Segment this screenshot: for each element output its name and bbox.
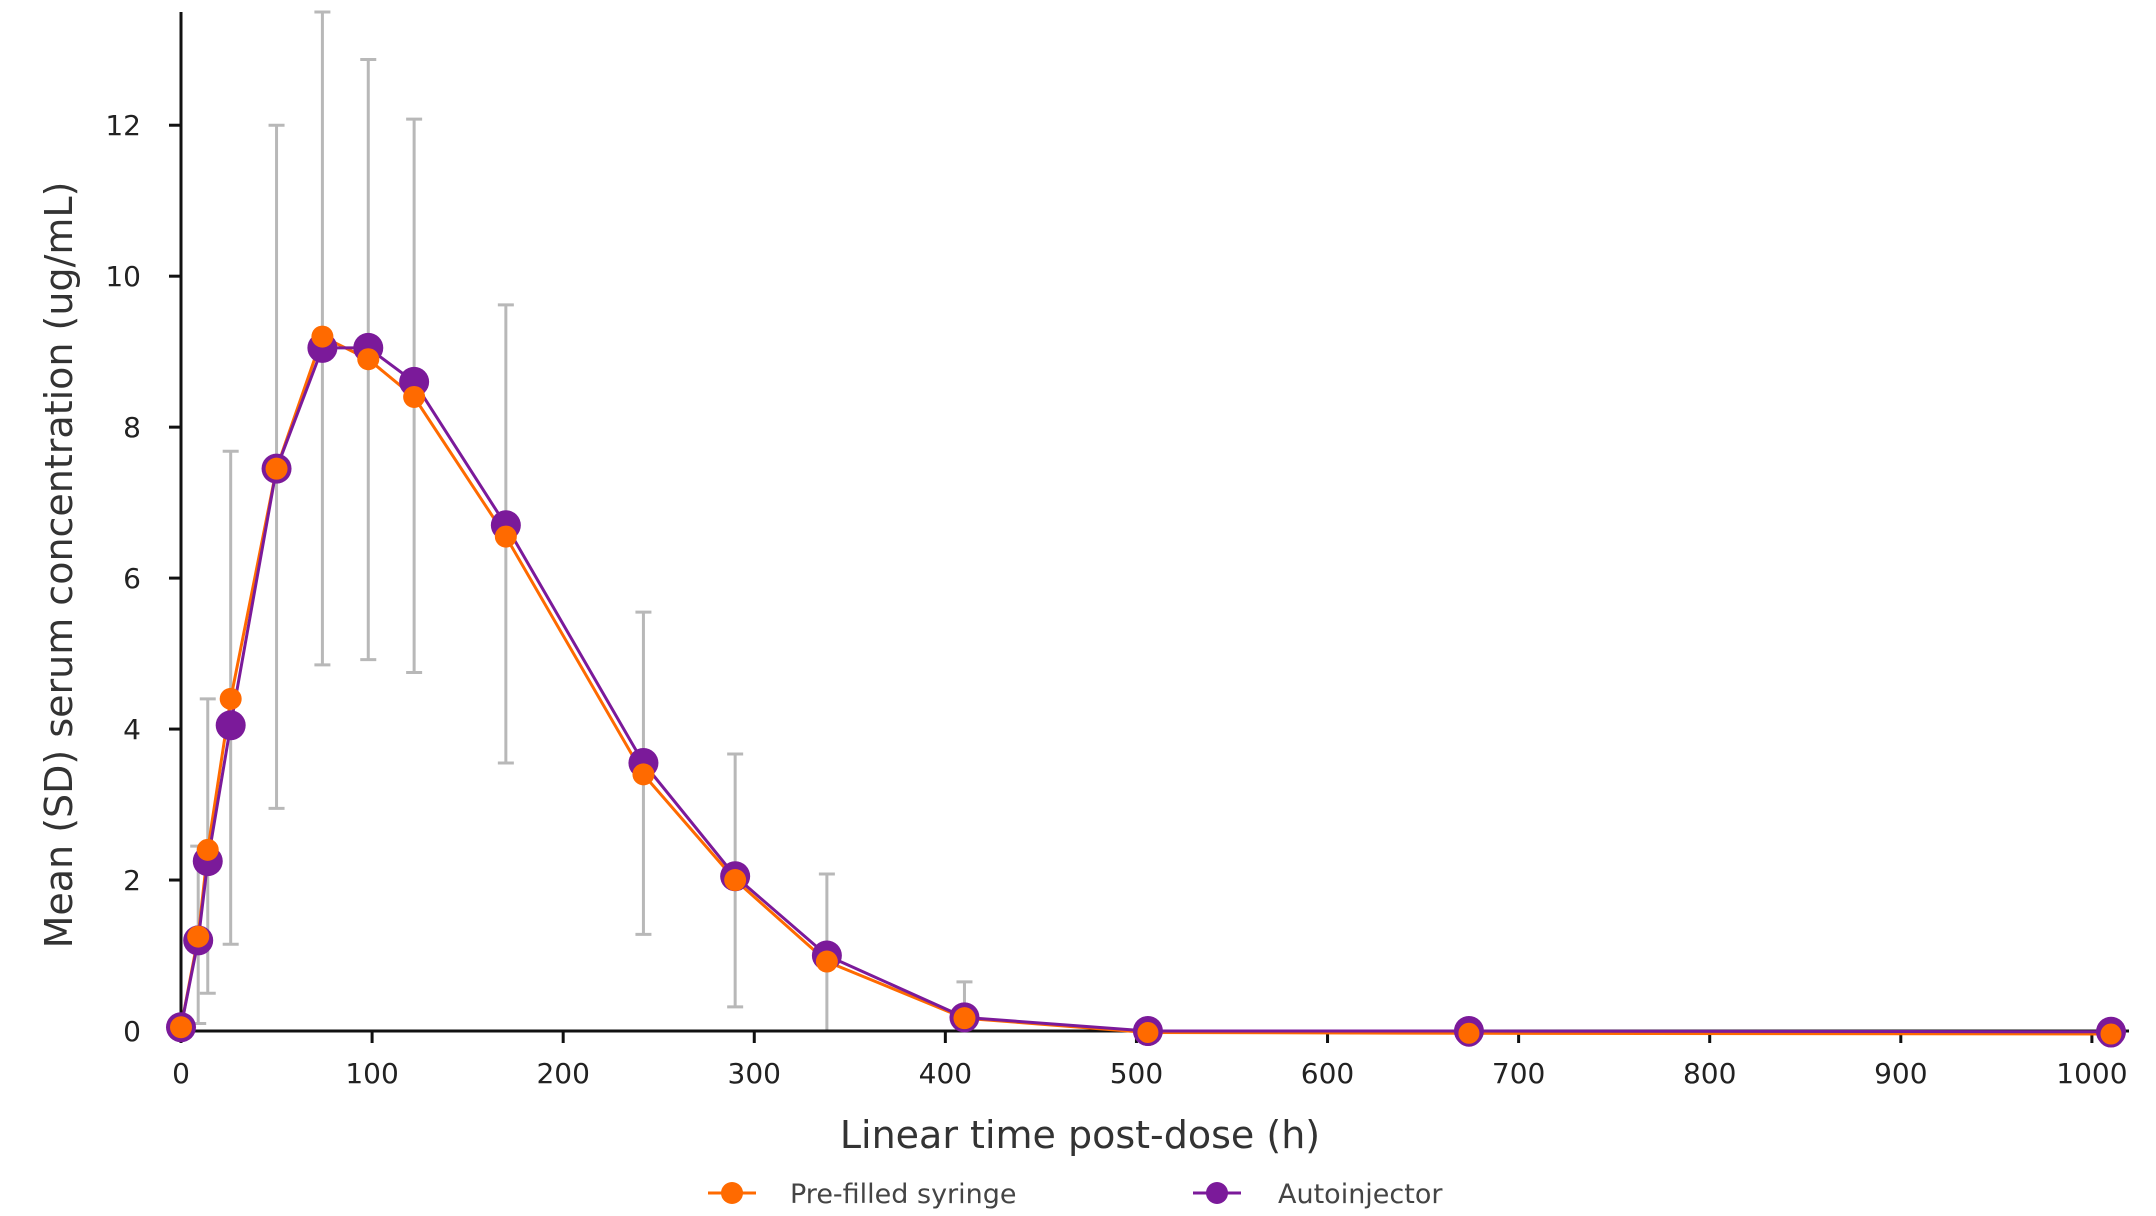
series-0-point xyxy=(953,1007,976,1030)
error-bars xyxy=(190,10,973,1033)
x-tick-label: 700 xyxy=(1492,1057,1545,1090)
legend-label: Autoinjector xyxy=(1278,1179,1443,1210)
axes xyxy=(179,12,2129,1033)
series-0-point xyxy=(196,838,219,861)
series-0-point xyxy=(815,950,838,973)
series-0-point xyxy=(403,385,426,408)
x-tick-label: 300 xyxy=(728,1057,781,1090)
legend-item-0: Pre-filled syringe xyxy=(708,1179,1017,1210)
series-0-point-overlap xyxy=(2097,1020,2125,1048)
x-tick-label: 400 xyxy=(919,1057,972,1090)
y-tick-label: 10 xyxy=(105,260,141,293)
series-layer xyxy=(166,325,2126,1048)
series-line-0 xyxy=(179,335,2112,1036)
legend: Pre-filled syringe Autoinjector xyxy=(708,1179,1443,1210)
y-tick-label: 2 xyxy=(123,864,141,897)
series-0-point xyxy=(219,687,242,710)
x-tick-label: 1000 xyxy=(2056,1057,2127,1090)
x-tick-label: 100 xyxy=(345,1057,398,1090)
series-0-point xyxy=(170,1016,192,1039)
series-0-point xyxy=(265,457,288,480)
y-tick-label: 6 xyxy=(123,562,141,595)
series-0-point xyxy=(311,325,334,348)
y-tick-label: 12 xyxy=(105,109,141,142)
series-0-point-overlap xyxy=(1134,1019,1162,1047)
y-tick-label: 4 xyxy=(123,713,141,746)
x-tick-label: 500 xyxy=(1110,1057,1163,1090)
x-tick-label: 900 xyxy=(1874,1057,1927,1090)
series-0-point-overlap xyxy=(1455,1019,1483,1047)
y-axis-title: Mean (SD) serum concentration (ug/mL) xyxy=(37,182,81,949)
x-tick-label: 0 xyxy=(172,1057,190,1090)
x-tick-label: 200 xyxy=(536,1057,589,1090)
series-line-1 xyxy=(179,346,2112,1034)
x-tick-label: 600 xyxy=(1301,1057,1354,1090)
series-0-point xyxy=(724,869,747,892)
series-0-point xyxy=(357,348,380,371)
legend-marker xyxy=(1206,1182,1228,1204)
legend-marker xyxy=(721,1182,743,1204)
y-tick-label: 0 xyxy=(123,1015,141,1048)
x-tick-label: 800 xyxy=(1683,1057,1736,1090)
series-0-point xyxy=(187,925,210,948)
x-axis-title: Linear time post-dose (h) xyxy=(840,1113,1320,1157)
series-0-point xyxy=(632,763,655,786)
legend-item-1: Autoinjector xyxy=(1193,1179,1443,1210)
series-0-point xyxy=(494,525,517,548)
y-tick-label: 8 xyxy=(123,411,141,444)
legend-label: Pre-filled syringe xyxy=(790,1179,1017,1210)
series-1-point xyxy=(215,710,246,741)
y-axis-ticks: 0 2 4 6 8 10 12 xyxy=(105,109,181,1048)
